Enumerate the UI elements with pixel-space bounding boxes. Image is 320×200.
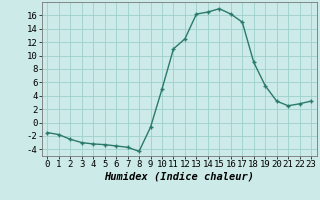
X-axis label: Humidex (Indice chaleur): Humidex (Indice chaleur) xyxy=(104,172,254,182)
